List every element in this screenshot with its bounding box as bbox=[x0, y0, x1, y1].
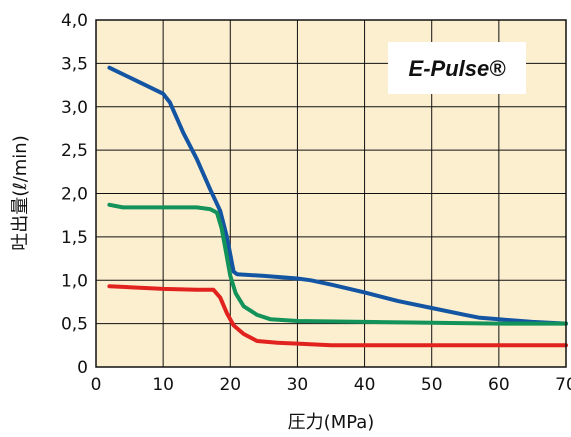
x-tick-label: 0 bbox=[91, 375, 102, 395]
x-tick-label: 50 bbox=[421, 375, 443, 395]
x-tick-label: 30 bbox=[287, 375, 309, 395]
x-tick-labels: 0 10 20 30 40 50 60 70 bbox=[91, 375, 571, 395]
x-tick-label: 10 bbox=[152, 375, 174, 395]
y-tick-label: 2,0 bbox=[61, 185, 88, 205]
series-lines bbox=[107, 65, 568, 348]
brand-box: E-Pulse® bbox=[388, 42, 526, 94]
x-tick-label: 20 bbox=[219, 375, 241, 395]
series-line-2 bbox=[107, 202, 568, 326]
y-tick-label: 1,5 bbox=[61, 228, 88, 248]
brand-annotation: E-Pulse® bbox=[409, 56, 507, 81]
series-line-1 bbox=[107, 65, 568, 326]
x-tick-label: 60 bbox=[488, 375, 510, 395]
y-tick-label: 3,5 bbox=[61, 54, 88, 74]
y-tick-label: 2,5 bbox=[61, 141, 88, 161]
y-tick-label: 0 bbox=[77, 358, 88, 378]
plot-border bbox=[95, 19, 567, 368]
y-tick-label: 1,0 bbox=[61, 271, 88, 291]
x-tick-label: 70 bbox=[555, 375, 571, 395]
y-tick-label: 4,0 bbox=[61, 11, 88, 31]
gridlines bbox=[96, 20, 566, 367]
x-tick-label: 40 bbox=[354, 375, 376, 395]
y-tick-label: 3,0 bbox=[61, 98, 88, 118]
y-tick-labels: 0 0,5 1,0 1,5 2,0 2,5 3,0 3,5 4,0 bbox=[61, 11, 88, 378]
y-tick-label: 0,5 bbox=[61, 315, 88, 335]
y-axis-title: 吐出量(ℓ/min) bbox=[10, 135, 31, 251]
series-line-3 bbox=[107, 284, 568, 348]
x-axis-title: 圧力(MPa) bbox=[288, 412, 375, 433]
